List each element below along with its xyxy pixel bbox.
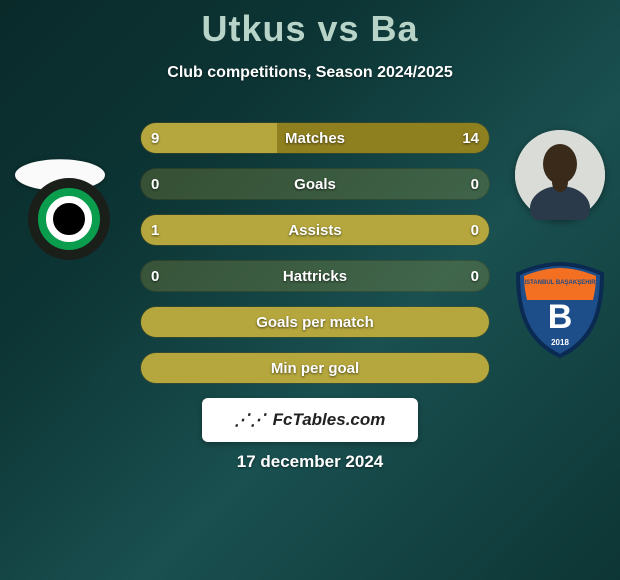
stat-label: Min per goal bbox=[141, 353, 489, 383]
stat-row: Assists1 0 bbox=[140, 214, 490, 246]
stat-row: Hattricks0 0 bbox=[140, 260, 490, 292]
stat-row: Goals0 0 bbox=[140, 168, 490, 200]
crown-icon: ♛ bbox=[64, 186, 74, 199]
attribution-icon: ⋰⋰ bbox=[233, 410, 269, 430]
stat-value-right: 0 bbox=[461, 261, 489, 291]
stat-value-left: 9 bbox=[141, 123, 169, 153]
stat-row: Goals per match bbox=[140, 306, 490, 338]
stat-row: Matches9 14 bbox=[140, 122, 490, 154]
stat-label: Assists bbox=[141, 215, 489, 245]
stat-value-left: 0 bbox=[141, 261, 169, 291]
stat-value-left: 1 bbox=[141, 215, 169, 245]
club-left-badge: ♛ bbox=[28, 178, 110, 260]
snapshot-date: 17 december 2024 bbox=[0, 452, 620, 472]
stat-value-right: 0 bbox=[461, 169, 489, 199]
stat-label: Goals bbox=[141, 169, 489, 199]
person-icon bbox=[515, 130, 605, 220]
ball-icon bbox=[46, 196, 92, 242]
stat-label: Matches bbox=[141, 123, 489, 153]
club-right-badge: B 2018 ISTANBUL BAŞAKŞEHIR bbox=[510, 260, 610, 360]
page-title: Utkus vs Ba bbox=[0, 0, 620, 50]
svg-text:2018: 2018 bbox=[551, 338, 569, 347]
stat-label: Goals per match bbox=[141, 307, 489, 337]
stat-value-right: 14 bbox=[452, 123, 489, 153]
page-subtitle: Club competitions, Season 2024/2025 bbox=[0, 64, 620, 82]
stat-label: Hattricks bbox=[141, 261, 489, 291]
shield-icon: B 2018 ISTANBUL BAŞAKŞEHIR bbox=[510, 260, 610, 360]
stat-row: Min per goal bbox=[140, 352, 490, 384]
svg-text:B: B bbox=[548, 298, 573, 336]
stat-value-right: 0 bbox=[461, 215, 489, 245]
attribution-text: FcTables.com bbox=[273, 410, 386, 430]
svg-text:ISTANBUL BAŞAKŞEHIR: ISTANBUL BAŞAKŞEHIR bbox=[524, 280, 596, 286]
player-right-avatar bbox=[515, 130, 605, 220]
attribution-badge: ⋰⋰ FcTables.com bbox=[202, 398, 418, 442]
stat-bars-container: Matches914Goals00Assists10Hattricks00Goa… bbox=[140, 122, 490, 398]
stat-value-left: 0 bbox=[141, 169, 169, 199]
